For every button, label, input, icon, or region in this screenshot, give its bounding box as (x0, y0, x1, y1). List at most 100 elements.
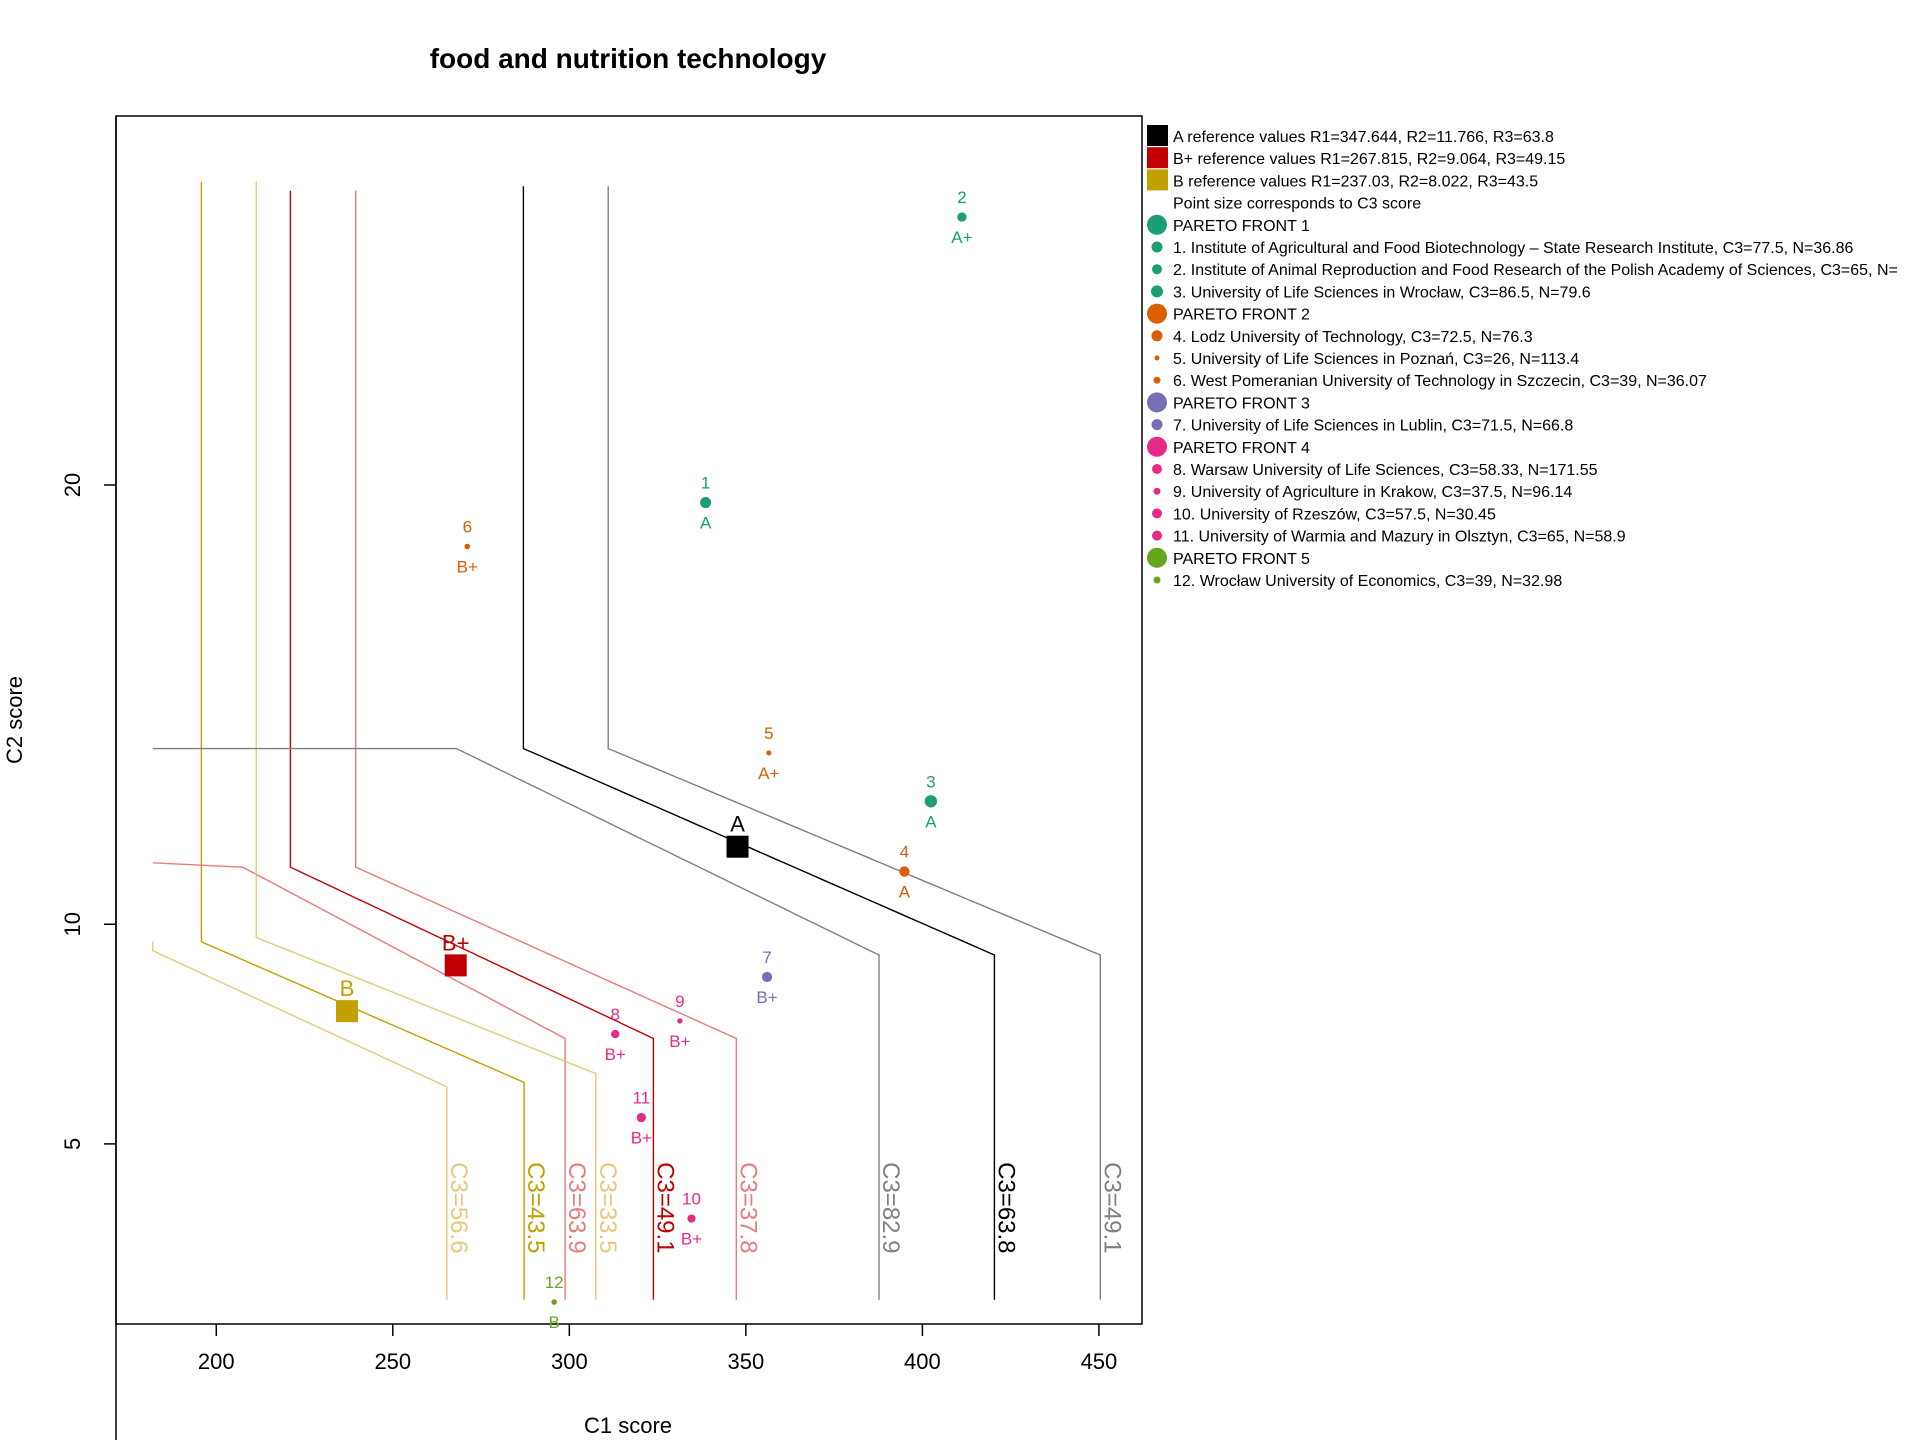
contour-lines: C3=56.6 C3=43.5 C3=63.9 C3=33.5 C3=49.1 C3=37… (152, 181, 1125, 1300)
x-tick-label: 350 (728, 1349, 765, 1374)
point-category-label: A (925, 812, 937, 831)
legend-front-marker (1147, 214, 1167, 235)
legend-front-marker (1147, 303, 1167, 324)
legend-entry: A reference values R1=347.644, R2=11.766… (1173, 129, 1554, 146)
legend-entry: 6. West Pomeranian University of Technol… (1173, 373, 1707, 390)
point-id-label: 3 (926, 772, 935, 791)
legend-point-marker (1151, 330, 1163, 342)
legend-entry: PARETO FRONT 3 (1173, 395, 1310, 412)
legend-entry: Point size corresponds to C3 score (1173, 196, 1421, 213)
legend-point-marker (1153, 487, 1161, 495)
point-category-label: A (899, 883, 911, 902)
contour-label: C3=33.5 (594, 1162, 621, 1253)
x-tick-label: 450 (1081, 1349, 1118, 1374)
contour-label: C3=49.1 (1098, 1162, 1125, 1253)
legend-entry: 5. University of Life Sciences in Poznań… (1173, 351, 1579, 368)
legend-entry: 7. University of Life Sciences in Lublin… (1173, 418, 1573, 435)
data-point (551, 1299, 557, 1305)
legend-point-marker (1152, 464, 1162, 474)
contour-label: C3=82.9 (877, 1162, 904, 1253)
reference-label: B (340, 976, 355, 1001)
plot-frame (115, 115, 1143, 1325)
point-id-label: 11 (633, 1089, 651, 1108)
legend-entry: 12. Wrocław University of Economics, C3=… (1173, 573, 1562, 590)
axes: 200 250 300 350 400 450 5 10 20 (60, 473, 1117, 1374)
x-tick-label: 300 (551, 1349, 588, 1374)
contour-line (152, 747, 880, 1300)
point-id-label: 1 (701, 474, 710, 493)
legend-entry: PARETO FRONT 1 (1173, 218, 1310, 235)
point-id-label: 4 (900, 843, 909, 862)
contour-line (152, 862, 566, 1300)
legend-square (1147, 147, 1168, 169)
legend-entry: 3. University of Life Sciences in Wrocła… (1173, 284, 1591, 301)
legend-front-marker (1147, 392, 1167, 413)
legend-point-marker (1151, 285, 1163, 298)
contour-line (255, 181, 597, 1300)
data-point (636, 1112, 646, 1123)
point-category-label: B+ (669, 1032, 690, 1051)
legend-entry: 2. Institute of Animal Reproduction and … (1173, 262, 1898, 279)
contour-line (355, 190, 737, 1300)
x-axis-label: C1 score (584, 1413, 672, 1438)
reference-marker (336, 1000, 359, 1023)
legend-point-marker (1151, 419, 1163, 431)
y-axis-label: C2 score (2, 676, 27, 764)
data-point (957, 212, 967, 222)
chart-title: food and nutrition technology (430, 43, 827, 74)
point-id-label: 10 (682, 1190, 701, 1209)
point-id-label: 6 (463, 517, 472, 536)
contour-line (200, 181, 525, 1300)
x-tick-label: 250 (374, 1349, 411, 1374)
point-id-label: 8 (610, 1005, 619, 1024)
legend-point-marker (1152, 508, 1162, 519)
legend-square (1147, 125, 1168, 146)
contour-label: C3=43.5 (522, 1162, 549, 1253)
data-point (677, 1018, 683, 1024)
legend-entry: PARETO FRONT 4 (1173, 440, 1310, 457)
y-tick-label: 20 (60, 473, 85, 497)
contour-label: C3=63.9 (563, 1162, 590, 1253)
point-category-label: B (548, 1313, 559, 1332)
x-tick-label: 400 (904, 1349, 941, 1374)
contour-line (152, 941, 448, 1300)
legend-point-marker (1153, 576, 1161, 584)
contour-label: C3=63.8 (992, 1162, 1019, 1253)
point-id-label: 2 (957, 188, 966, 207)
legend: A reference values R1=347.644, R2=11.766… (1147, 125, 1898, 590)
point-id-label: 7 (762, 948, 771, 967)
legend-entry: B reference values R1=237.03, R2=8.022, … (1173, 173, 1538, 190)
data-point (700, 497, 712, 509)
legend-entry: PARETO FRONT 5 (1173, 551, 1310, 568)
point-category-label: A (700, 514, 712, 533)
data-point (611, 1029, 620, 1039)
point-id-label: 12 (545, 1273, 564, 1292)
legend-entry: 9. University of Agriculture in Krakow, … (1173, 484, 1572, 501)
point-category-label: B+ (681, 1230, 702, 1249)
data-point (766, 750, 772, 756)
point-id-label: 5 (764, 724, 773, 743)
contour-label: C3=49.1 (651, 1162, 678, 1253)
contour-line (289, 190, 655, 1300)
legend-entry: 8. Warsaw University of Life Sciences, C… (1173, 462, 1598, 479)
contour-line (522, 186, 996, 1300)
data-point (924, 795, 938, 808)
contour-label: C3=37.8 (734, 1162, 761, 1253)
contour-line (607, 186, 1101, 1300)
legend-point-marker (1151, 241, 1163, 253)
legend-entry: 11. University of Warmia and Mazury in O… (1173, 529, 1626, 546)
reference-marker (726, 835, 749, 858)
legend-entry: 10. University of Rzeszów, C3=57.5, N=30… (1173, 506, 1496, 523)
legend-entry: B+ reference values R1=267.815, R2=9.064… (1173, 151, 1565, 168)
contour-label: C3=56.6 (445, 1162, 472, 1253)
data-point (464, 543, 471, 550)
point-category-label: B+ (457, 557, 478, 576)
legend-front-marker (1147, 547, 1167, 568)
legend-point-marker (1152, 264, 1162, 275)
data-point (687, 1214, 696, 1223)
reference-marker (444, 954, 467, 977)
x-tick-label: 200 (198, 1349, 235, 1374)
legend-point-marker (1153, 376, 1161, 384)
legend-point-marker (1152, 530, 1162, 541)
